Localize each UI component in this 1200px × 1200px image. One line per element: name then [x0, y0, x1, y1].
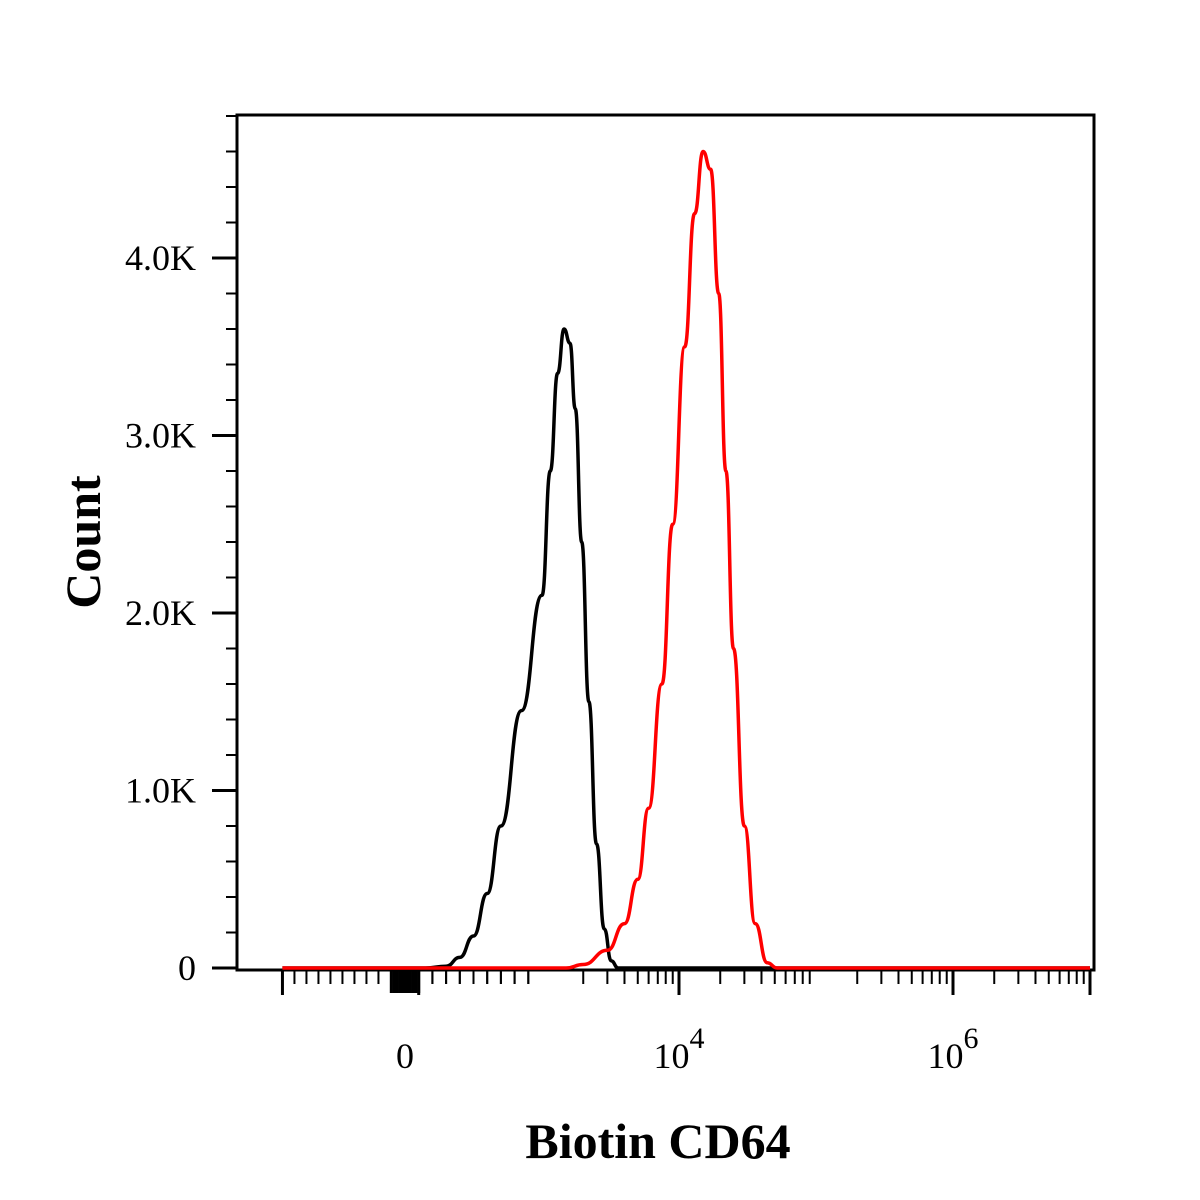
- x-axis-title: Biotin CD64: [525, 1113, 790, 1169]
- y-axis: 0 1.0K 2.0K 3.0K 4.0K: [125, 115, 237, 988]
- y-tick-label: 3.0K: [125, 416, 196, 456]
- series-group: [282, 149, 1090, 970]
- series-red-line: [282, 149, 1090, 970]
- y-tick-label: 2.0K: [125, 593, 196, 633]
- series-black-line: [282, 327, 1090, 970]
- x-tick-label: 106: [928, 1022, 979, 1076]
- x-axis: 0 104 106: [280, 970, 1092, 1076]
- y-axis-title: Count: [55, 475, 111, 609]
- y-tick-label: 1.0K: [125, 771, 196, 811]
- y-tick-label: 4.0K: [125, 238, 196, 278]
- x-tick-label: 104: [654, 1022, 705, 1076]
- x-tick-label: 0: [396, 1036, 414, 1076]
- y-tick-label: 0: [178, 948, 196, 988]
- plot-frame: [235, 113, 1096, 972]
